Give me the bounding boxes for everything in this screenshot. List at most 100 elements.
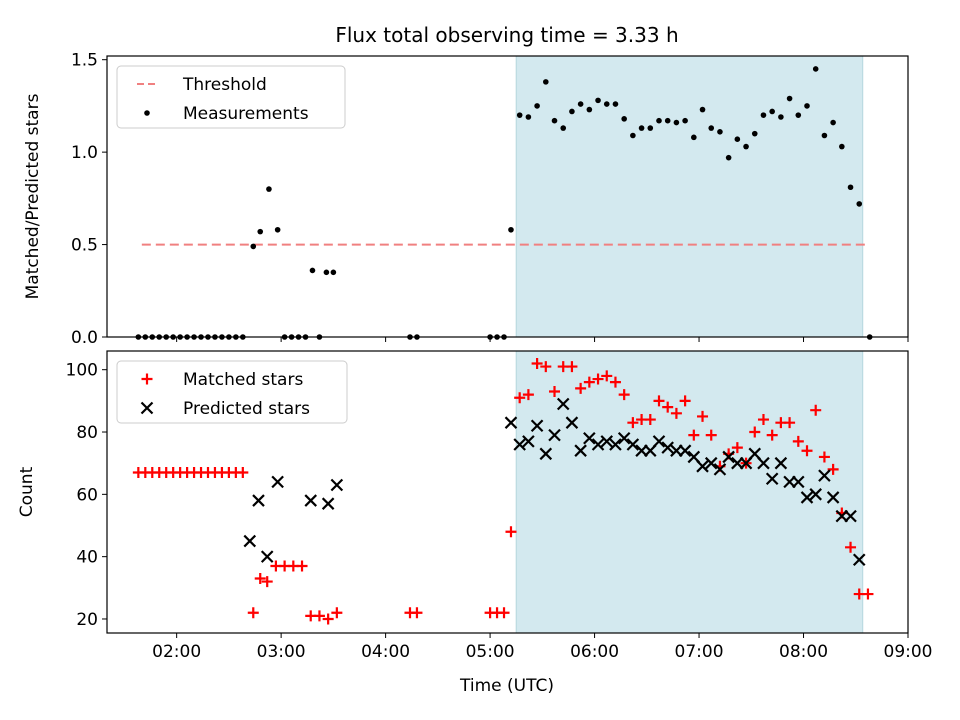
legend: Matched stars Predicted stars: [116, 360, 348, 424]
data-point: [678, 444, 692, 457]
data-point: [539, 447, 553, 461]
data-point: [757, 414, 769, 426]
data-point: [821, 132, 828, 139]
data-point: [652, 435, 666, 448]
data-point: [644, 414, 656, 426]
y-axis-label: Matched/Predicted stars: [23, 93, 43, 299]
legend-marker: [141, 373, 153, 385]
x-tick-label: 07:00: [675, 642, 724, 662]
data-point: [839, 143, 845, 150]
data-point: [704, 456, 718, 470]
data-point: [309, 267, 316, 274]
data-point: [514, 392, 526, 404]
data-point: [583, 431, 596, 445]
legend-box: [116, 65, 346, 129]
data-point: [569, 108, 575, 115]
data-point: [296, 560, 308, 572]
data-point: [548, 428, 561, 442]
data-point: [751, 130, 758, 137]
data-point: [266, 186, 272, 192]
data-point: [498, 607, 510, 619]
data-point: [708, 125, 715, 131]
data-point: [784, 417, 796, 429]
shaded-interval: [515, 350, 864, 634]
x-axis-label: Time (UTC): [459, 676, 554, 696]
data-point: [505, 526, 517, 538]
data-point: [847, 184, 854, 191]
data-point: [247, 607, 259, 619]
data-point: [662, 401, 674, 413]
data-point: [731, 442, 743, 454]
data-point: [513, 438, 526, 451]
data-point: [765, 472, 779, 486]
data-point: [534, 103, 540, 109]
data-point: [638, 125, 645, 131]
data-point: [688, 429, 700, 441]
data-point: [812, 66, 819, 72]
data-point: [845, 541, 857, 553]
series-measurements: [135, 66, 873, 340]
data-point: [583, 376, 595, 388]
data-point: [627, 417, 639, 429]
data-point: [612, 101, 619, 107]
y-tick-label: 0.5: [71, 236, 98, 256]
chart-title: Flux total observing time = 3.33 h: [335, 23, 678, 47]
data-point: [243, 534, 257, 548]
data-point: [664, 117, 671, 124]
data-point: [549, 386, 561, 398]
data-point: [673, 119, 680, 126]
data-point: [810, 404, 822, 416]
legend: Threshold Measurements: [116, 65, 346, 129]
data-point: [844, 509, 857, 523]
data-point: [722, 450, 735, 464]
data-point: [621, 116, 627, 122]
data-point: [577, 101, 584, 107]
data-point: [766, 429, 778, 441]
data-point: [574, 444, 587, 457]
data-point: [566, 361, 578, 373]
data-point: [271, 475, 284, 489]
legend-item: Matched stars: [141, 370, 303, 390]
data-point: [304, 494, 318, 507]
data-point: [786, 95, 793, 102]
data-point: [749, 426, 761, 438]
shaded-interval: [515, 55, 864, 338]
data-point: [697, 410, 709, 422]
x-tick-label: 05:00: [466, 642, 515, 662]
data-point: [804, 103, 810, 109]
data-point: [734, 136, 741, 142]
data-point: [713, 463, 727, 476]
data-point: [321, 497, 335, 510]
data-point: [250, 243, 257, 250]
data-point: [522, 435, 535, 448]
data-point: [653, 395, 665, 407]
y-tick-label: 40: [76, 548, 98, 568]
data-point: [826, 491, 840, 504]
y-tick-label: 1.5: [71, 51, 98, 71]
panel-2: 20 40 60 80 100 02:00 03:00 04:00 05:00 06:00 07:0…: [17, 350, 933, 662]
data-point: [682, 117, 688, 124]
data-point: [743, 143, 749, 150]
data-point: [313, 610, 325, 622]
data-point: [626, 438, 640, 451]
data-point: [792, 475, 805, 489]
legend-box: [116, 360, 348, 424]
data-point: [691, 134, 697, 141]
data-point: [586, 106, 593, 113]
data-point: [679, 395, 691, 407]
y-tick-label: 0.0: [71, 328, 98, 348]
data-point: [647, 125, 654, 131]
data-point: [618, 389, 630, 401]
data-point: [795, 112, 802, 118]
data-point: [508, 226, 514, 233]
y-tick-label: 80: [76, 423, 98, 443]
y-tick-label: 60: [76, 485, 98, 505]
legend-label: Threshold: [182, 75, 267, 95]
data-point: [237, 467, 249, 479]
data-point: [331, 607, 343, 619]
legend-label: Matched stars: [183, 370, 303, 390]
x-tick-label: 02:00: [152, 642, 201, 662]
y-tick-label: 20: [76, 610, 98, 630]
data-point: [592, 373, 604, 385]
